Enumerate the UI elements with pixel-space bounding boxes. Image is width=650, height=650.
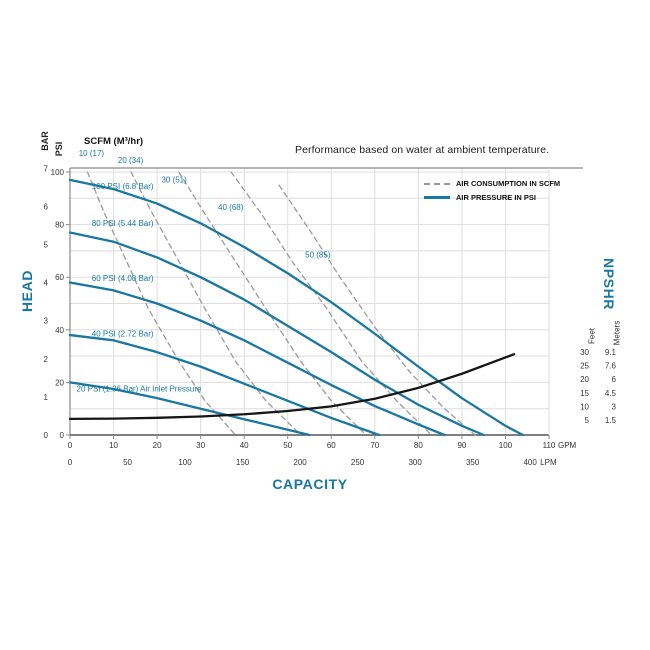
legend-item-air-consumption: AIR CONSUMPTION IN SCFM — [424, 179, 560, 188]
svg-text:100 PSI (6.8 Bar): 100 PSI (6.8 Bar) — [92, 182, 154, 191]
chart-title: Performance based on water at ambient te… — [295, 144, 550, 156]
legend-item-air-pressure: AIR PRESSURE IN PSI — [424, 193, 560, 202]
svg-text:110: 110 — [543, 441, 556, 450]
svg-text:LPM: LPM — [540, 458, 557, 467]
bar-unit-label: BAR — [40, 131, 50, 151]
svg-text:100: 100 — [51, 168, 65, 177]
meters-unit-label: Meters — [612, 320, 622, 346]
svg-text:5: 5 — [44, 241, 49, 250]
svg-text:10 (17): 10 (17) — [79, 149, 105, 158]
svg-text:40 (68): 40 (68) — [218, 203, 244, 212]
svg-text:4: 4 — [44, 279, 49, 288]
svg-text:250: 250 — [351, 458, 365, 467]
svg-text:50 (85): 50 (85) — [305, 250, 331, 259]
svg-text:7: 7 — [44, 164, 49, 173]
svg-text:3: 3 — [612, 402, 617, 411]
svg-text:150: 150 — [236, 458, 250, 467]
svg-text:6: 6 — [612, 375, 617, 384]
svg-text:GPM: GPM — [558, 441, 577, 450]
svg-text:100: 100 — [499, 441, 513, 450]
svg-text:30: 30 — [196, 441, 205, 450]
svg-text:40 PSI (2.72 Bar): 40 PSI (2.72 Bar) — [92, 329, 154, 338]
svg-text:30 (51): 30 (51) — [161, 176, 187, 185]
legend: AIR CONSUMPTION IN SCFM AIR PRESSURE IN … — [424, 179, 560, 207]
feet-unit-label: Feet — [587, 327, 597, 345]
svg-text:60: 60 — [55, 273, 64, 282]
svg-text:25: 25 — [580, 362, 589, 371]
svg-text:70: 70 — [370, 441, 379, 450]
npshr-axis-label: NPSHR — [601, 257, 617, 311]
svg-text:7.6: 7.6 — [605, 362, 617, 371]
svg-text:6: 6 — [44, 202, 49, 211]
svg-text:15: 15 — [580, 389, 589, 398]
svg-text:1: 1 — [44, 393, 49, 402]
svg-text:10: 10 — [109, 441, 118, 450]
scfm-header-label: SCFM (M³/hr) — [84, 136, 144, 147]
svg-text:3: 3 — [44, 317, 49, 326]
svg-text:30: 30 — [580, 348, 589, 357]
svg-text:60 PSI (4.08 Bar): 60 PSI (4.08 Bar) — [92, 274, 154, 283]
svg-text:20: 20 — [55, 378, 64, 387]
legend-air-pressure-label: AIR PRESSURE IN PSI — [456, 193, 537, 202]
svg-text:50: 50 — [283, 441, 292, 450]
svg-text:40: 40 — [55, 326, 64, 335]
svg-text:90: 90 — [457, 441, 466, 450]
capacity-axis-label: CAPACITY — [272, 476, 348, 492]
svg-text:60: 60 — [327, 441, 336, 450]
svg-text:0: 0 — [68, 458, 73, 467]
svg-text:80 PSI (5.44 Bar): 80 PSI (5.44 Bar) — [92, 219, 154, 228]
dashed-line-sample-icon — [424, 182, 450, 185]
svg-text:9.1: 9.1 — [605, 348, 617, 357]
svg-text:300: 300 — [408, 458, 422, 467]
svg-text:2: 2 — [44, 355, 49, 364]
svg-text:50: 50 — [123, 458, 132, 467]
svg-text:5: 5 — [585, 416, 590, 425]
legend-air-consumption-label: AIR CONSUMPTION IN SCFM — [456, 179, 561, 188]
svg-text:1.5: 1.5 — [605, 416, 617, 425]
svg-text:20: 20 — [580, 375, 589, 384]
svg-text:350: 350 — [466, 458, 480, 467]
svg-text:0: 0 — [44, 431, 49, 440]
svg-text:80: 80 — [55, 221, 64, 230]
svg-text:400: 400 — [523, 458, 537, 467]
svg-text:20 (34): 20 (34) — [118, 156, 144, 165]
svg-text:100: 100 — [178, 458, 192, 467]
solid-line-sample-icon — [424, 196, 450, 199]
head-axis-label: HEAD — [19, 269, 35, 313]
svg-text:200: 200 — [293, 458, 307, 467]
svg-text:0: 0 — [68, 441, 73, 450]
svg-text:80: 80 — [414, 441, 423, 450]
psi-unit-label: PSI — [54, 141, 64, 157]
svg-text:20 PSI (1.36 Bar) Air Inlet Pr: 20 PSI (1.36 Bar) Air Inlet Pressure — [77, 385, 202, 394]
svg-text:0: 0 — [60, 431, 65, 440]
svg-text:4.5: 4.5 — [605, 389, 617, 398]
svg-text:40: 40 — [240, 441, 249, 450]
svg-text:20: 20 — [153, 441, 162, 450]
svg-text:10: 10 — [580, 402, 589, 411]
